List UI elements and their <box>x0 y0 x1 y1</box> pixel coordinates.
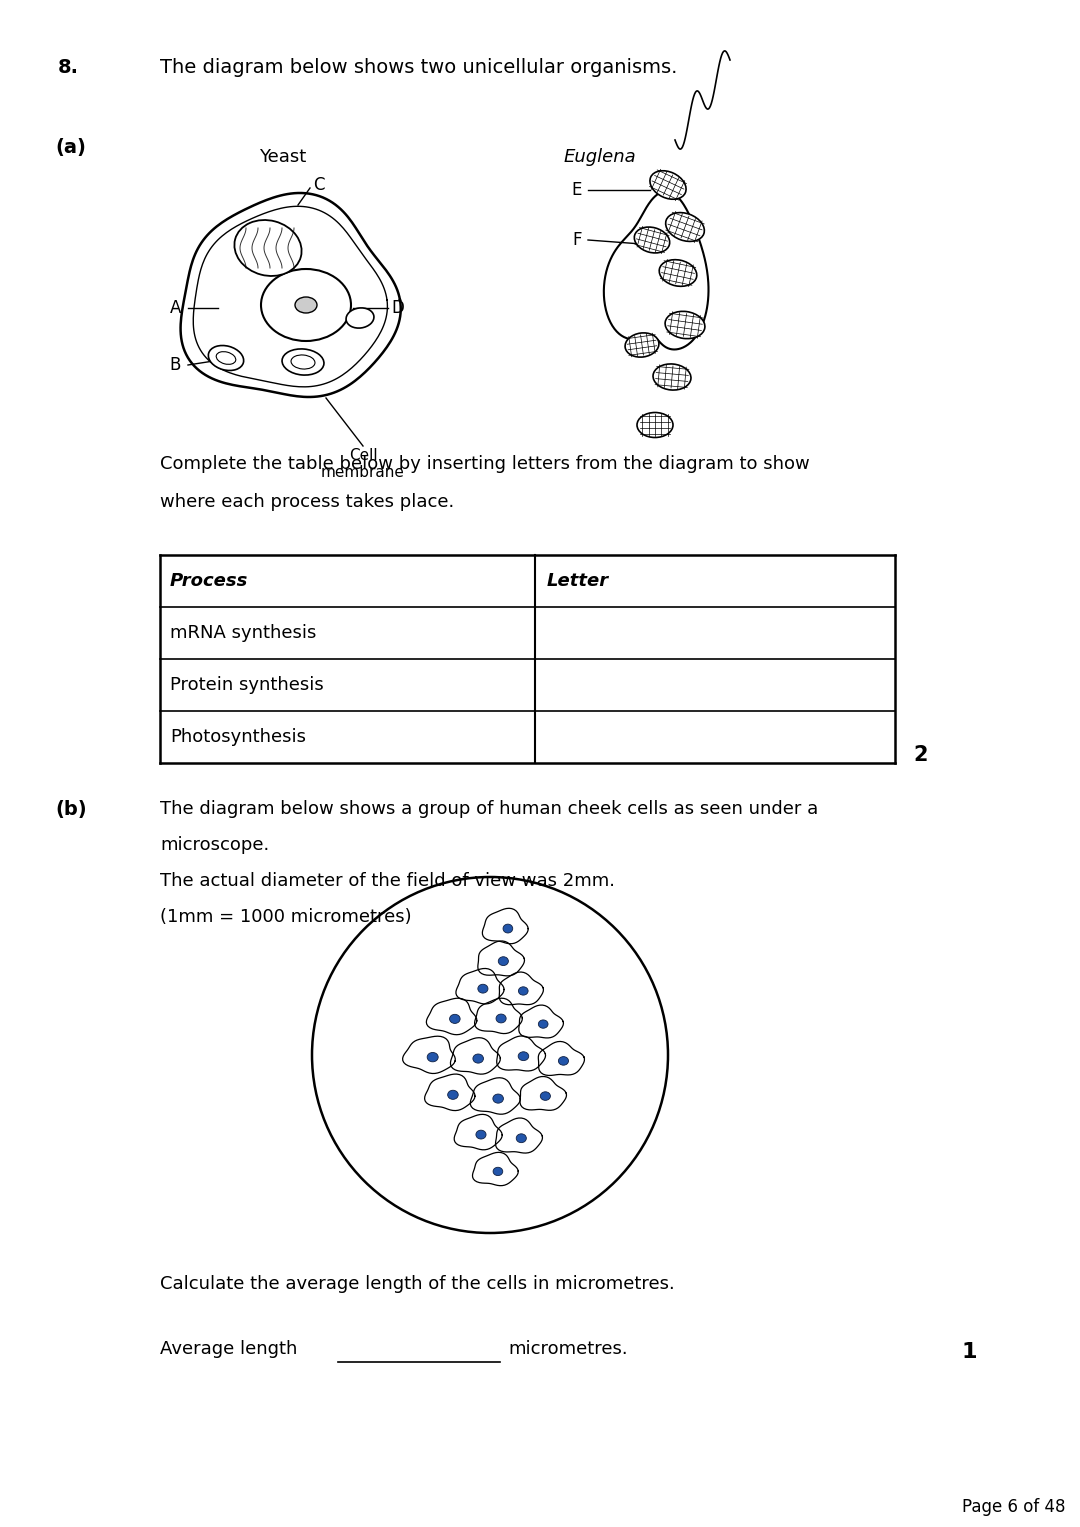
Text: 2: 2 <box>913 745 928 765</box>
Text: Calculate the average length of the cells in micrometres.: Calculate the average length of the cell… <box>160 1275 675 1293</box>
Ellipse shape <box>282 350 324 376</box>
Text: Complete the table below by inserting letters from the diagram to show: Complete the table below by inserting le… <box>160 455 810 473</box>
Polygon shape <box>455 1115 502 1150</box>
Ellipse shape <box>428 1052 438 1061</box>
Ellipse shape <box>449 1014 460 1023</box>
Ellipse shape <box>261 269 351 341</box>
Polygon shape <box>456 968 504 1003</box>
Polygon shape <box>519 1077 567 1110</box>
Ellipse shape <box>625 333 659 357</box>
Polygon shape <box>483 909 528 944</box>
Text: (b): (b) <box>55 800 86 818</box>
Ellipse shape <box>494 1167 503 1176</box>
Ellipse shape <box>476 1130 486 1139</box>
Text: D: D <box>391 299 404 318</box>
Ellipse shape <box>665 312 705 339</box>
Ellipse shape <box>496 1014 507 1023</box>
Ellipse shape <box>208 345 244 371</box>
Polygon shape <box>538 1041 584 1075</box>
Polygon shape <box>424 1073 475 1110</box>
Polygon shape <box>497 1035 545 1070</box>
Ellipse shape <box>448 1090 458 1099</box>
Text: (a): (a) <box>55 137 86 157</box>
Text: B: B <box>170 356 181 374</box>
Text: The diagram below shows a group of human cheek cells as seen under a: The diagram below shows a group of human… <box>160 800 819 818</box>
Ellipse shape <box>234 220 301 276</box>
Ellipse shape <box>477 985 488 993</box>
Polygon shape <box>518 1005 564 1038</box>
Text: Protein synthesis: Protein synthesis <box>170 676 324 693</box>
Text: Page 6 of 48: Page 6 of 48 <box>962 1498 1066 1516</box>
Polygon shape <box>470 1078 521 1115</box>
Text: micrometres.: micrometres. <box>508 1341 627 1358</box>
Text: mRNA synthesis: mRNA synthesis <box>170 625 316 641</box>
Text: Process: Process <box>170 573 248 589</box>
Ellipse shape <box>295 296 318 313</box>
Text: Yeast: Yeast <box>259 148 307 166</box>
Text: The diagram below shows two unicellular organisms.: The diagram below shows two unicellular … <box>160 58 677 76</box>
Text: Photosynthesis: Photosynthesis <box>170 728 306 747</box>
Ellipse shape <box>498 957 509 965</box>
Text: microscope.: microscope. <box>160 835 269 854</box>
Ellipse shape <box>637 412 673 438</box>
Text: E: E <box>571 182 582 199</box>
Text: Average length: Average length <box>160 1341 297 1358</box>
Ellipse shape <box>665 212 704 241</box>
Polygon shape <box>450 1038 500 1073</box>
Text: 1: 1 <box>962 1342 977 1362</box>
Text: Euglena: Euglena <box>564 148 636 166</box>
Polygon shape <box>472 1153 518 1185</box>
Ellipse shape <box>650 171 686 199</box>
Polygon shape <box>474 999 523 1034</box>
Ellipse shape <box>558 1057 568 1066</box>
Ellipse shape <box>538 1020 548 1028</box>
Ellipse shape <box>492 1093 503 1102</box>
Ellipse shape <box>540 1092 551 1101</box>
Ellipse shape <box>659 260 697 287</box>
Polygon shape <box>427 999 477 1035</box>
Text: where each process takes place.: where each process takes place. <box>160 493 455 512</box>
Text: C: C <box>313 176 324 194</box>
Ellipse shape <box>653 363 691 389</box>
Ellipse shape <box>346 308 374 328</box>
Polygon shape <box>477 941 525 976</box>
Polygon shape <box>499 973 543 1005</box>
Ellipse shape <box>503 924 513 933</box>
Text: (1mm = 1000 micrometres): (1mm = 1000 micrometres) <box>160 909 411 925</box>
Text: Cell
membrane: Cell membrane <box>321 447 405 481</box>
Ellipse shape <box>518 986 528 996</box>
Ellipse shape <box>634 228 670 253</box>
Ellipse shape <box>516 1135 526 1142</box>
Text: F: F <box>572 231 582 249</box>
Polygon shape <box>496 1118 542 1153</box>
Polygon shape <box>403 1037 456 1073</box>
Text: The actual diameter of the field of view was 2mm.: The actual diameter of the field of view… <box>160 872 615 890</box>
Text: A: A <box>170 299 181 318</box>
Polygon shape <box>604 191 708 350</box>
Ellipse shape <box>473 1054 484 1063</box>
Ellipse shape <box>518 1052 529 1061</box>
Text: Letter: Letter <box>546 573 609 589</box>
Text: 8.: 8. <box>58 58 79 76</box>
